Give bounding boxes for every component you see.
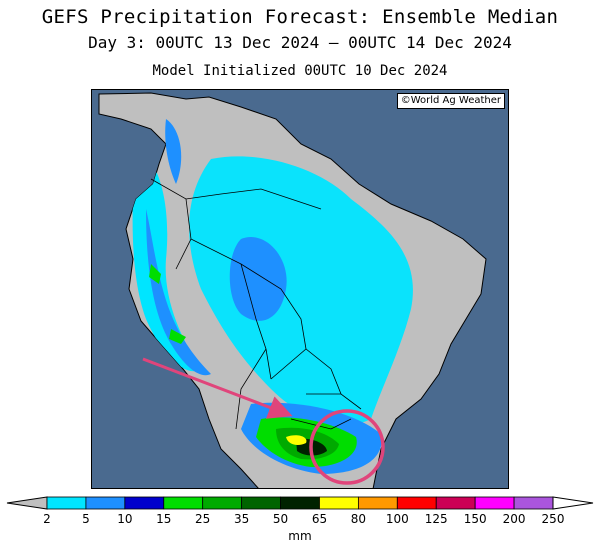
chart-title: GEFS Precipitation Forecast: Ensemble Me… (41, 6, 559, 28)
legend-tick-label: 125 (424, 512, 448, 526)
map-canvas (91, 89, 509, 489)
legend-tick-label: 25 (195, 512, 211, 526)
legend-tick-label: 50 (272, 512, 289, 526)
annotation-circle (309, 409, 385, 485)
legend-tick-label: 100 (385, 512, 409, 526)
legend-bar (6, 496, 594, 510)
forecast-period: Day 3: 00UTC 13 Dec 2024 — 00UTC 14 Dec … (88, 33, 512, 52)
legend-swatch (513, 496, 554, 510)
precip-light-cyan (189, 156, 413, 425)
legend-swatch (474, 496, 515, 510)
legend-swatch (202, 496, 243, 510)
legend-swatch (46, 496, 87, 510)
precip-blue-central (229, 237, 287, 321)
legend-tick-label: 65 (311, 512, 328, 526)
model-init-time: Model Initialized 00UTC 10 Dec 2024 (152, 63, 448, 79)
legend-swatch (435, 496, 476, 510)
legend-tick-label: 2 (43, 512, 51, 526)
country-borders (150, 178, 362, 430)
legend-unit: mm (288, 529, 312, 543)
legend-swatch (85, 496, 126, 510)
precip-blue-north (165, 119, 182, 184)
legend-tick-label: 5 (82, 512, 90, 526)
legend-swatch (124, 496, 165, 510)
legend-swatch (241, 496, 281, 510)
precip-yellow-south (286, 435, 307, 445)
legend-swatch (396, 496, 437, 510)
credit-label: ©World Ag Weather (396, 93, 505, 109)
legend-tick-label: 80 (350, 512, 367, 526)
legend-tick-label: 15 (156, 512, 172, 526)
legend-arrow-low (6, 496, 48, 510)
legend-swatch (280, 496, 320, 510)
precip-andes-cyan (132, 149, 201, 372)
legend-swatch (163, 496, 204, 510)
precip-green-andes (149, 264, 186, 344)
legend-tick-label: 200 (502, 512, 526, 526)
legend-tick-label: 250 (541, 512, 565, 526)
color-legend: 2 5 10 15 25 35 50 65 80 100 125 150 200 250 mm (0, 493, 600, 548)
annotation-arrow (142, 357, 293, 419)
map-frame (91, 89, 509, 489)
legend-tick-label: 35 (233, 512, 250, 526)
legend-tick-label: 150 (463, 512, 487, 526)
precipitation-map: ©World Ag Weather (91, 89, 509, 489)
legend-swatch (319, 496, 359, 510)
legend-arrow-high (552, 496, 594, 510)
legend-swatch (357, 496, 398, 510)
legend-tick-label: 10 (117, 512, 133, 526)
